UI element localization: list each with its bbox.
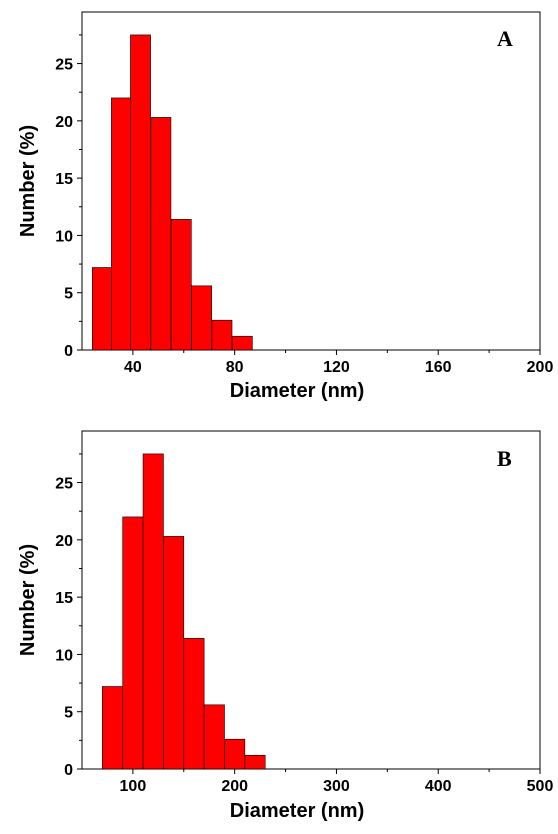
x-tick-label: 300 <box>323 778 350 795</box>
y-tick-label: 20 <box>55 114 73 131</box>
histogram-bar <box>231 335 253 351</box>
x-axis-title: Diameter (nm) <box>230 800 364 822</box>
histogram-bar <box>142 453 164 770</box>
histogram-bar <box>122 516 144 770</box>
y-tick-label: 0 <box>64 762 73 779</box>
histogram-bar <box>224 738 246 770</box>
y-axis-title: Number (%) <box>17 544 39 656</box>
chart-panel-a: 40 80 120 160 200 0 5 10 15 20 25 A Diameter (nm)… <box>17 11 553 402</box>
histogram-bar <box>150 117 172 351</box>
y-tick-label: 20 <box>55 533 73 550</box>
x-tick-label: 200 <box>221 778 248 795</box>
y-tick-label: 15 <box>55 590 73 607</box>
x-tick-label: 100 <box>120 778 147 795</box>
plot-frame <box>81 11 541 351</box>
x-tick-label: 500 <box>527 778 554 795</box>
y-tick-label: 10 <box>55 228 73 245</box>
y-tick-label: 0 <box>64 343 73 360</box>
histogram-bar <box>191 285 212 351</box>
y-tick-label: 25 <box>55 57 73 74</box>
histogram-bar <box>130 34 151 351</box>
y-axis-ticks: 0 5 10 15 20 25 <box>55 34 82 360</box>
histogram-bar <box>102 686 124 770</box>
chart-panel-b: 100 200 300 400 500 0 5 10 15 20 25 B Diameter (n… <box>17 430 554 822</box>
bar-group <box>92 34 253 351</box>
x-axis-ticks: 40 80 120 160 200 <box>124 350 553 376</box>
x-tick-label: 200 <box>527 359 554 376</box>
histogram-bar <box>203 704 225 770</box>
y-tick-label: 5 <box>64 286 73 303</box>
y-tick-label: 25 <box>55 476 73 493</box>
histogram-bar <box>183 638 205 770</box>
y-tick-label: 5 <box>64 705 73 722</box>
x-tick-label: 40 <box>124 359 142 376</box>
x-axis-title: Diameter (nm) <box>230 380 364 402</box>
histogram-bar <box>211 319 233 351</box>
y-tick-label: 15 <box>55 171 73 188</box>
panel-label: A <box>497 26 513 51</box>
x-axis-ticks: 100 200 300 400 500 <box>120 769 554 795</box>
x-tick-label: 120 <box>323 359 350 376</box>
bar-group <box>102 453 266 770</box>
histogram-bar <box>111 97 132 351</box>
histogram-bar <box>170 219 192 351</box>
x-tick-label: 80 <box>226 359 244 376</box>
x-tick-label: 160 <box>425 359 452 376</box>
histogram-bar <box>244 754 266 770</box>
y-axis-ticks: 0 5 10 15 20 25 <box>55 453 82 779</box>
panel-label: B <box>497 446 512 471</box>
x-tick-label: 400 <box>425 778 452 795</box>
plot-frame <box>81 430 541 770</box>
histogram-bar <box>163 536 185 770</box>
histogram-bar <box>92 267 113 351</box>
y-tick-label: 10 <box>55 647 73 664</box>
y-axis-title: Number (%) <box>17 125 39 237</box>
